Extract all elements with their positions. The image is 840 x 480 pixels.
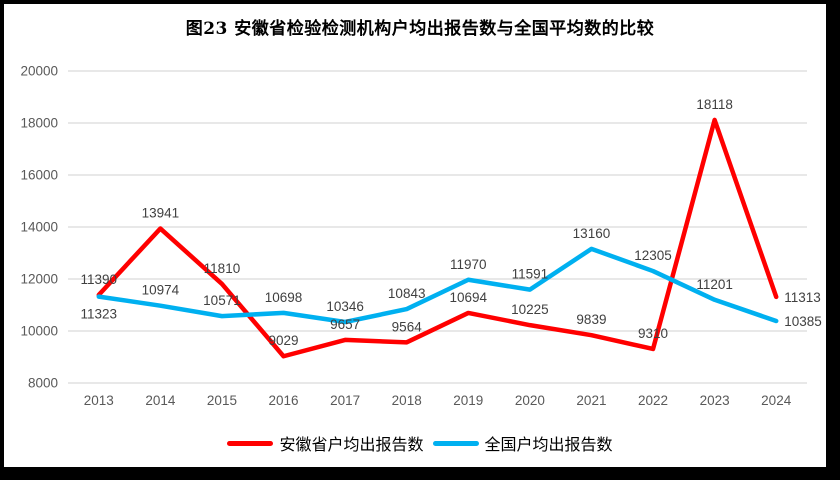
y-axis-tick-label: 16000 [20,168,58,183]
x-axis-tick-label: 2018 [392,393,422,408]
data-label: 11970 [450,257,487,272]
y-axis-tick-label: 14000 [20,220,58,235]
x-axis-tick-label: 2014 [145,393,176,408]
data-label: 10698 [265,290,303,305]
frame-border-left [0,0,4,480]
data-label: 18118 [696,97,733,112]
chart-title: 图23 安徽省检验检测机构户均出报告数与全国平均数的比较 [185,19,655,39]
data-label: 10346 [326,299,364,314]
x-axis-tick-label: 2023 [700,393,730,408]
y-axis-tick-label: 12000 [20,272,58,287]
data-label: 9564 [392,319,423,334]
frame-border-bottom [0,467,840,480]
data-label: 10694 [450,290,488,305]
x-axis-tick-label: 2024 [761,393,792,408]
data-label: 9029 [269,333,299,348]
x-axis-tick-label: 2019 [453,393,483,408]
data-label: 11390 [81,272,118,287]
chart-legend: 安徽省户均出报告数 全国户均出报告数 [0,431,840,455]
y-axis-tick-label: 20000 [20,64,58,79]
frame-border-right [826,0,840,480]
data-label: 11201 [696,277,733,292]
data-label: 9839 [576,312,606,327]
x-axis-tick-label: 2021 [576,393,606,408]
x-axis-tick-label: 2013 [84,393,114,408]
data-label: 10385 [784,314,822,329]
y-axis-tick-label: 8000 [28,376,58,391]
data-label: 10571 [203,293,241,308]
data-label: 13941 [142,206,180,221]
frame-border-top [0,0,840,4]
data-label: 10843 [388,286,426,301]
legend-item-national: 全国户均出报告数 [432,431,613,455]
data-label: 9310 [638,326,668,341]
data-label: 10974 [142,283,180,298]
legend-label-anhui: 安徽省户均出报告数 [279,435,424,454]
x-axis-tick-label: 2015 [207,393,237,408]
data-label: 12305 [634,248,672,263]
x-axis-tick-label: 2022 [638,393,668,408]
data-label: 11313 [784,290,821,305]
x-axis-tick-label: 2017 [330,393,360,408]
y-axis-tick-label: 10000 [20,324,58,339]
data-label: 13160 [573,226,611,241]
data-label: 11323 [81,307,118,322]
data-label: 11591 [512,267,549,282]
x-axis-tick-label: 2020 [515,393,545,408]
data-label: 11810 [204,261,241,276]
data-label: 9657 [330,317,360,332]
x-axis-tick-label: 2016 [269,393,299,408]
y-axis-tick-label: 18000 [20,116,58,131]
series-line-1 [96,246,779,325]
series-line-0 [96,117,779,359]
legend-item-anhui: 安徽省户均出报告数 [227,431,424,455]
legend-label-national: 全国户均出报告数 [484,435,613,454]
data-label: 10225 [511,302,549,317]
legend-line-red-icon [227,440,274,446]
legend-line-blue-icon [432,440,479,446]
